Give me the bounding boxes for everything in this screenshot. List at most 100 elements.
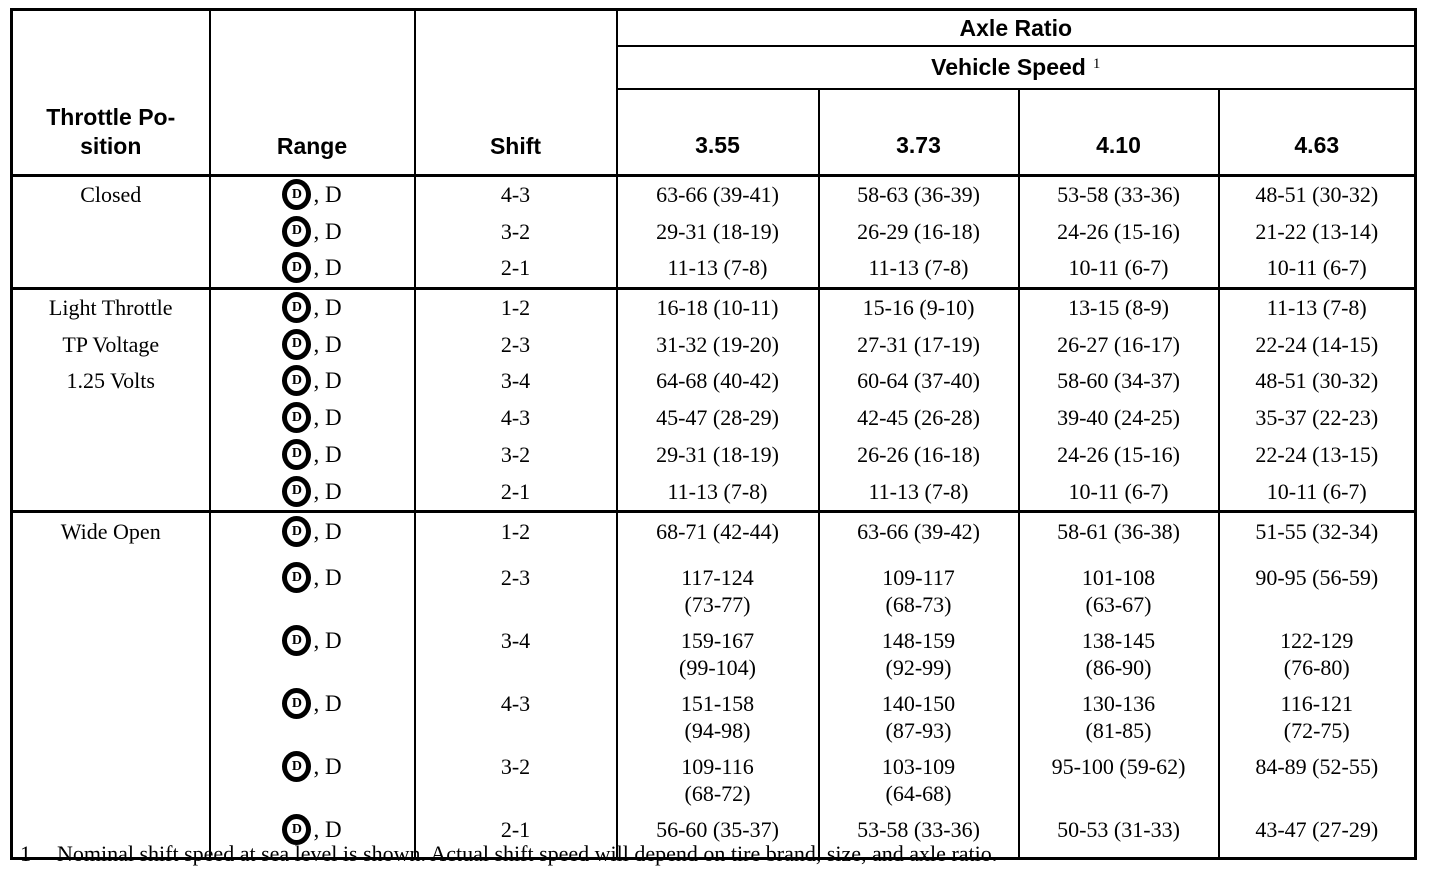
vehicle-speed-value: 103-109 (64-68) <box>881 754 956 807</box>
range-drive-text: , D <box>313 368 342 394</box>
range-value: D, D <box>211 327 414 364</box>
vehicle-speed-value: 31-32 (19-20) <box>656 331 779 357</box>
vehicle-speed-value: 43-47 (27-29) <box>1255 817 1379 843</box>
throttle-position-line: TP Voltage <box>62 331 160 357</box>
vehicle-speed-value: 58-63 (36-39) <box>857 182 980 207</box>
circled-d-overdrive-icon: D <box>282 751 312 783</box>
header-ratio-355: 3.55 <box>615 88 820 177</box>
speed-cell-wide-open-ratio-3.55: 68-71 (42-44) 117-124 (73-77) 159-167 (99-… <box>615 510 820 860</box>
range-symbol-group: D, D <box>282 814 342 846</box>
shift-cell-wide-open: 1-2 2-3 3-4 4-3 3-2 2-1 <box>413 510 618 860</box>
circled-d-overdrive-icon: D <box>282 292 312 324</box>
shift-cell-closed: 4-3 3-2 2-1 <box>413 173 618 290</box>
speed-cell-closed-ratio-3.55: 63-66 (39-41) 29-31 (18-19) 11-13 (7-8) <box>615 173 820 290</box>
shift-value: 4-3 <box>500 405 531 431</box>
circled-d-overdrive-icon: D <box>282 625 312 657</box>
range-symbol-group: D, D <box>282 215 342 247</box>
speed-cell-light-throttle-ratio-3.73: 15-16 (9-10) 27-31 (17-19) 60-64 (37-40) 42… <box>817 287 1020 513</box>
vehicle-speed-value: 122-129 (76-80) <box>1280 628 1354 681</box>
range-value: D, D <box>211 559 414 622</box>
throttle-position-line <box>13 400 209 437</box>
vehicle-speed-value: 42-45 (26-28) <box>857 405 980 431</box>
header-vehicle-speed-label: Vehicle Speed <box>931 54 1086 80</box>
vehicle-speed-value: 16-18 (10-11) <box>656 295 779 321</box>
speed-cell-closed-ratio-4.10: 53-58 (33-36) 24-26 (15-16) 10-11 (6-7) <box>1017 173 1220 290</box>
header-vehicle-speed: Vehicle Speed 1 <box>615 45 1417 90</box>
header-shift: Shift <box>413 8 618 177</box>
vehicle-speed-value: 13-15 (8-9) <box>1068 295 1169 321</box>
shift-value: 3-4 <box>500 368 531 394</box>
vehicle-speed-value: 60-64 (37-40) <box>857 368 980 394</box>
range-symbol-group: D, D <box>282 562 342 594</box>
vehicle-speed-value: 26-29 (16-18) <box>857 218 980 244</box>
throttle-position-line <box>13 748 209 811</box>
vehicle-speed-value: 159-167 (99-104) <box>679 628 756 681</box>
range-symbol-group: D, D <box>282 516 342 548</box>
range-drive-text: , D <box>313 295 342 321</box>
footnote-marker: 1 <box>20 841 31 866</box>
speed-cell-light-throttle-ratio-4.10: 13-15 (8-9) 26-27 (16-17) 58-60 (34-37) 39-… <box>1017 287 1220 513</box>
vehicle-speed-value: 117-124 (73-77) <box>681 565 754 618</box>
vehicle-speed-value: 140-150 (87-93) <box>881 691 956 744</box>
range-value: D, D <box>211 214 414 251</box>
range-drive-text: , D <box>313 441 342 467</box>
circled-d-overdrive-icon: D <box>282 516 312 548</box>
header-ratio-373: 3.73 <box>817 88 1020 177</box>
range-value: D, D <box>211 513 414 559</box>
range-drive-text: , D <box>313 331 342 357</box>
header-range: Range <box>208 8 416 177</box>
header-axle-ratio: Axle Ratio <box>615 8 1417 47</box>
vehicle-speed-value: 63-66 (39-42) <box>857 519 980 545</box>
speed-cell-light-throttle-ratio-4.63: 11-13 (7-8) 22-24 (14-15) 48-51 (30-32) 35-… <box>1217 287 1417 513</box>
vehicle-speed-value: 68-71 (42-44) <box>656 519 779 545</box>
range-symbol-group: D, D <box>282 402 342 434</box>
range-symbol-group: D, D <box>282 292 342 324</box>
speed-cell-wide-open-ratio-4.10: 58-61 (36-38) 101-108 (63-67) 138-145 (86-… <box>1017 510 1220 860</box>
vehicle-speed-value: 64-68 (40-42) <box>656 368 779 394</box>
range-drive-text: , D <box>313 478 342 504</box>
header-ratio-463: 4.63 <box>1217 88 1417 177</box>
range-value: D, D <box>211 363 414 400</box>
shift-value: 4-3 <box>500 182 531 207</box>
vehicle-speed-value: 116-121 (72-75) <box>1280 691 1354 744</box>
vehicle-speed-value: 11-13 (7-8) <box>868 478 969 504</box>
vehicle-speed-value: 11-13 (7-8) <box>868 255 969 281</box>
vehicle-speed-value: 11-13 (7-8) <box>1266 295 1367 321</box>
vehicle-speed-value: 39-40 (24-25) <box>1057 405 1180 431</box>
throttle-position-line <box>13 437 209 474</box>
range-value: D, D <box>211 400 414 437</box>
vehicle-speed-value: 63-66 (39-41) <box>656 182 779 207</box>
circled-d-overdrive-icon: D <box>282 402 312 434</box>
range-value: D, D <box>211 622 414 685</box>
footnote-text: Nominal shift speed at sea level is show… <box>57 841 998 866</box>
vehicle-speed-value: 10-11 (6-7) <box>1266 255 1367 281</box>
range-drive-text: , D <box>313 754 342 780</box>
throttle-position-line <box>13 474 209 511</box>
range-symbol-group: D, D <box>282 365 342 397</box>
vehicle-speed-value: 84-89 (52-55) <box>1255 754 1379 780</box>
range-drive-text: , D <box>313 817 342 843</box>
range-value: D, D <box>211 250 414 287</box>
range-value: D, D <box>211 177 414 214</box>
range-symbol-group: D, D <box>282 475 342 507</box>
range-drive-text: , D <box>313 565 342 591</box>
throttle-position-line <box>13 214 209 251</box>
range-value: D, D <box>211 437 414 474</box>
throttle-position-line: Wide Open <box>60 519 161 545</box>
range-symbol-group: D, D <box>282 688 342 720</box>
header-throttle-position: Throttle Po- sition <box>10 8 211 177</box>
shift-value: 2-1 <box>500 478 531 504</box>
header-axle-ratio-label: Axle Ratio <box>959 14 1073 41</box>
vehicle-speed-value: 11-13 (7-8) <box>667 255 768 281</box>
header-throttle-position-label: Throttle Po- sition <box>46 104 176 159</box>
range-symbol-group: D, D <box>282 751 342 783</box>
footnote: 1 Nominal shift speed at sea level is sho… <box>20 841 1440 867</box>
range-value: D, D <box>211 290 414 327</box>
circled-d-overdrive-icon: D <box>282 438 312 470</box>
vehicle-speed-value: 26-27 (16-17) <box>1057 331 1180 357</box>
vehicle-speed-value: 22-24 (13-15) <box>1255 441 1379 467</box>
speed-cell-wide-open-ratio-3.73: 63-66 (39-42) 109-117 (68-73) 148-159 (92-… <box>817 510 1020 860</box>
